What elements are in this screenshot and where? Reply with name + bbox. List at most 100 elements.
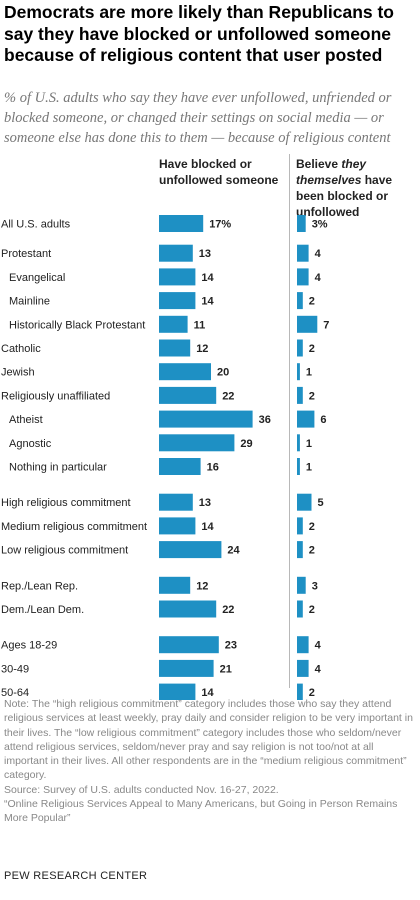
value-label-blocked: 22 bbox=[222, 604, 234, 616]
row-label: Catholic bbox=[1, 343, 41, 355]
org-name: PEW RESEARCH CENTER bbox=[4, 870, 148, 882]
value-label-been-blocked: 5 bbox=[318, 497, 324, 509]
bar-blocked bbox=[159, 363, 211, 381]
value-label-blocked: 36 bbox=[259, 414, 271, 426]
bar-blocked bbox=[159, 659, 214, 677]
bar-been-blocked bbox=[297, 434, 300, 452]
row-label: Evangelical bbox=[9, 272, 65, 284]
bar-blocked bbox=[159, 292, 196, 310]
row-label: High religious commitment bbox=[1, 497, 131, 509]
chart-title: Democrats are more likely than Republica… bbox=[4, 2, 394, 65]
source-text: Source: Survey of U.S. adults conducted … bbox=[4, 783, 279, 796]
bar-been-blocked bbox=[297, 576, 306, 594]
value-label-blocked: 14 bbox=[201, 272, 214, 284]
value-label-been-blocked: 3 bbox=[312, 580, 318, 592]
row-label: Protestant bbox=[1, 248, 51, 260]
bar-been-blocked bbox=[297, 659, 309, 677]
value-label-been-blocked: 4 bbox=[315, 663, 322, 675]
bar-been-blocked bbox=[297, 517, 303, 535]
value-label-blocked: 12 bbox=[196, 343, 208, 355]
column-header-been-blocked-pre: Believe bbox=[296, 157, 342, 171]
value-label-blocked: 14 bbox=[201, 687, 214, 699]
row-label: Nothing in particular bbox=[9, 462, 107, 474]
value-label-been-blocked: 2 bbox=[309, 390, 315, 402]
value-label-been-blocked: 2 bbox=[309, 296, 315, 308]
bar-blocked bbox=[159, 458, 201, 475]
value-label-blocked: 24 bbox=[227, 545, 240, 557]
bar-been-blocked bbox=[297, 410, 315, 428]
value-label-blocked: 22 bbox=[222, 390, 234, 402]
value-label-been-blocked: 2 bbox=[309, 604, 315, 616]
bar-been-blocked bbox=[297, 541, 303, 559]
notes-block: Note: The “high religious commitment” ca… bbox=[4, 697, 416, 826]
row-label: Mainline bbox=[9, 296, 50, 308]
bar-blocked bbox=[159, 636, 219, 654]
value-label-been-blocked: 7 bbox=[323, 319, 329, 331]
value-label-been-blocked: 4 bbox=[315, 640, 322, 652]
bar-been-blocked bbox=[297, 493, 312, 511]
value-label-blocked: 21 bbox=[220, 663, 232, 675]
value-label-blocked: 14 bbox=[201, 521, 214, 533]
value-label-blocked: 20 bbox=[217, 367, 229, 379]
value-label-been-blocked: 2 bbox=[309, 343, 315, 355]
bar-chart: All U.S. adults 17% 3%Protestant 13 4Evangel… bbox=[1, 215, 329, 700]
value-label-been-blocked: 4 bbox=[315, 272, 322, 284]
bar-been-blocked bbox=[297, 363, 300, 381]
value-label-blocked: 11 bbox=[194, 319, 206, 331]
row-label: Historically Black Protestant bbox=[9, 319, 145, 331]
chart-subtitle: % of U.S. adults who say they have ever … bbox=[4, 90, 392, 146]
row-label: 30-49 bbox=[1, 663, 29, 675]
note-text: Note: The “high religious commitment” ca… bbox=[4, 698, 413, 782]
bar-blocked bbox=[159, 683, 196, 700]
value-label-blocked: 29 bbox=[240, 438, 252, 450]
row-label: Ages 18-29 bbox=[1, 640, 57, 652]
row-label: Dem./Lean Dem. bbox=[1, 604, 84, 616]
bar-blocked bbox=[159, 576, 191, 594]
value-label-blocked: 16 bbox=[207, 462, 219, 474]
row-label: Rep./Lean Rep. bbox=[1, 580, 78, 592]
row-label: Atheist bbox=[9, 414, 43, 426]
value-label-blocked: 13 bbox=[199, 497, 211, 509]
row-label: Religiously unaffiliated bbox=[1, 390, 110, 402]
value-label-blocked: 12 bbox=[196, 580, 208, 592]
column-header-been-blocked-em: they themselves bbox=[296, 157, 367, 187]
row-label: All U.S. adults bbox=[1, 219, 71, 231]
bar-been-blocked bbox=[297, 600, 303, 618]
column-header-been-blocked: Believe they themselves have been blocke… bbox=[296, 156, 420, 220]
column-divider bbox=[289, 154, 290, 688]
value-label-blocked: 13 bbox=[199, 248, 211, 260]
value-label-been-blocked: 1 bbox=[306, 462, 312, 474]
bar-been-blocked bbox=[297, 458, 300, 475]
bar-been-blocked bbox=[297, 339, 303, 357]
value-label-been-blocked: 2 bbox=[309, 545, 315, 557]
bar-been-blocked bbox=[297, 292, 303, 310]
bar-blocked bbox=[159, 517, 196, 535]
bar-been-blocked bbox=[297, 386, 303, 404]
bar-been-blocked bbox=[297, 636, 309, 654]
value-label-been-blocked: 1 bbox=[306, 438, 312, 450]
bar-blocked bbox=[159, 600, 217, 618]
value-label-blocked: 23 bbox=[225, 640, 237, 652]
value-label-blocked: 17% bbox=[209, 219, 231, 231]
value-label-been-blocked: 2 bbox=[309, 687, 315, 699]
bar-blocked bbox=[159, 268, 196, 286]
report-title: “Online Religious Services Appeal to Man… bbox=[4, 798, 398, 825]
bar-blocked bbox=[159, 339, 191, 357]
bar-blocked bbox=[159, 410, 253, 428]
row-label: Low religious commitment bbox=[1, 545, 128, 557]
column-header-been-blocked-post: have been blocked or unfollowed bbox=[296, 173, 393, 219]
column-header-blocked: Have blocked or unfollowed someone bbox=[159, 157, 279, 187]
value-label-been-blocked: 4 bbox=[315, 248, 322, 260]
bar-been-blocked bbox=[297, 215, 306, 232]
value-label-been-blocked: 2 bbox=[309, 521, 315, 533]
bar-been-blocked bbox=[297, 683, 303, 700]
bar-blocked bbox=[159, 493, 193, 511]
bar-been-blocked bbox=[297, 315, 318, 333]
bar-blocked bbox=[159, 434, 235, 452]
value-label-been-blocked: 1 bbox=[306, 367, 312, 379]
value-label-been-blocked: 6 bbox=[320, 414, 326, 426]
bar-blocked bbox=[159, 315, 188, 333]
row-label: Medium religious commitment bbox=[1, 521, 147, 533]
bar-blocked bbox=[159, 541, 222, 559]
bar-blocked bbox=[159, 244, 193, 262]
